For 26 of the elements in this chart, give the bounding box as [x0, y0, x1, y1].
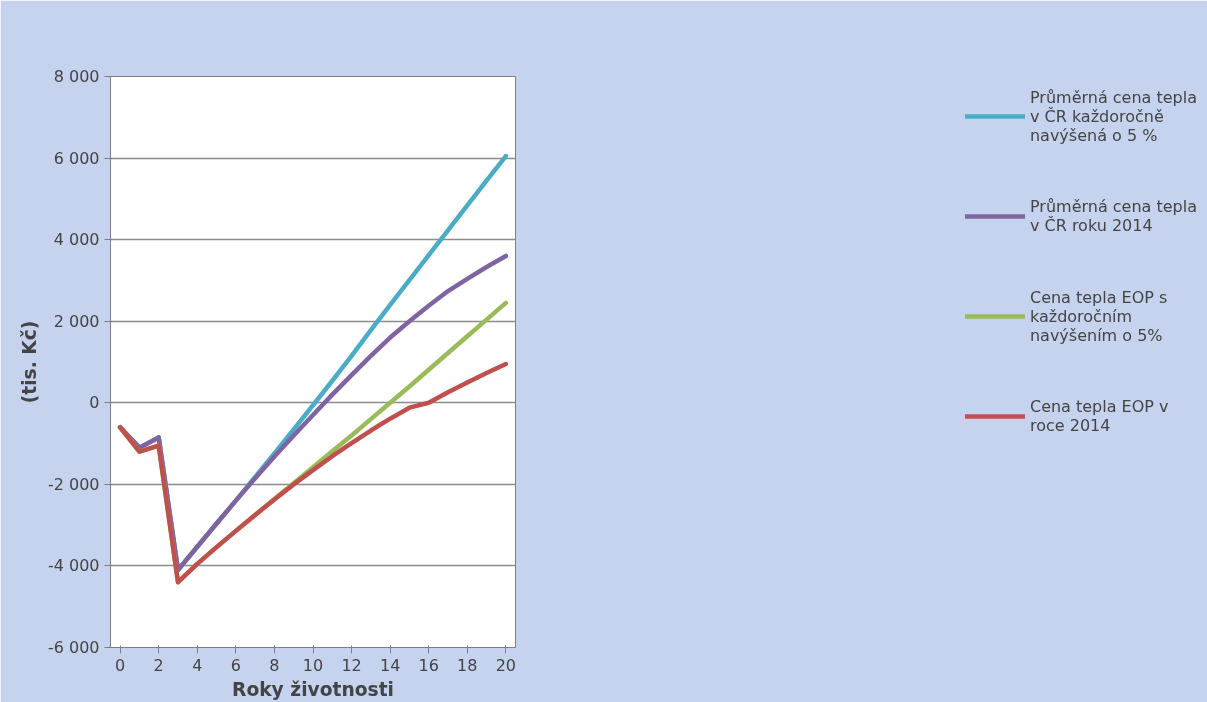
x-tick-label: 0 — [115, 655, 126, 675]
x-tick-label: 8 — [269, 655, 280, 675]
x-tick-label: 20 — [495, 655, 517, 675]
line-series — [117, 361, 509, 585]
legend-label: Cena tepla EOP s každoročním navýšením o 5% — [1029, 286, 1168, 346]
x-tick-label: 14 — [379, 655, 401, 675]
y-tick-label: -4 000 — [47, 556, 100, 576]
y-tick-label: 2 000 — [53, 311, 100, 331]
legend-label: Cena tepla EOP v roce 2014 — [1029, 396, 1169, 437]
x-tick-label: 12 — [341, 655, 362, 675]
x-tick-label: 2 — [153, 655, 164, 675]
y-axis-title: (tis. Kč) — [18, 320, 40, 404]
x-tick-label: 18 — [457, 655, 478, 675]
y-tick-label: 8 000 — [53, 67, 100, 86]
x-tick-label: 10 — [302, 655, 324, 675]
x-tick-label: 4 — [192, 655, 203, 675]
y-tick-label: 0 — [89, 393, 100, 413]
x-axis-title: Roky životnosti — [232, 678, 394, 700]
legend-label: Průměrná cena tepla v ČR každoročně navýšená o 5 % — [1029, 86, 1197, 146]
x-tick-label: 6 — [230, 655, 241, 675]
y-tick-label: 4 000 — [53, 230, 100, 250]
x-tick-label: 16 — [418, 655, 439, 675]
y-tick-label: -2 000 — [47, 474, 100, 494]
y-tick-label: -6 000 — [47, 638, 100, 657]
y-tick-label: 6 000 — [53, 148, 100, 168]
legend-label: Průměrná cena tepla v ČR roku 2014 — [1029, 196, 1197, 237]
